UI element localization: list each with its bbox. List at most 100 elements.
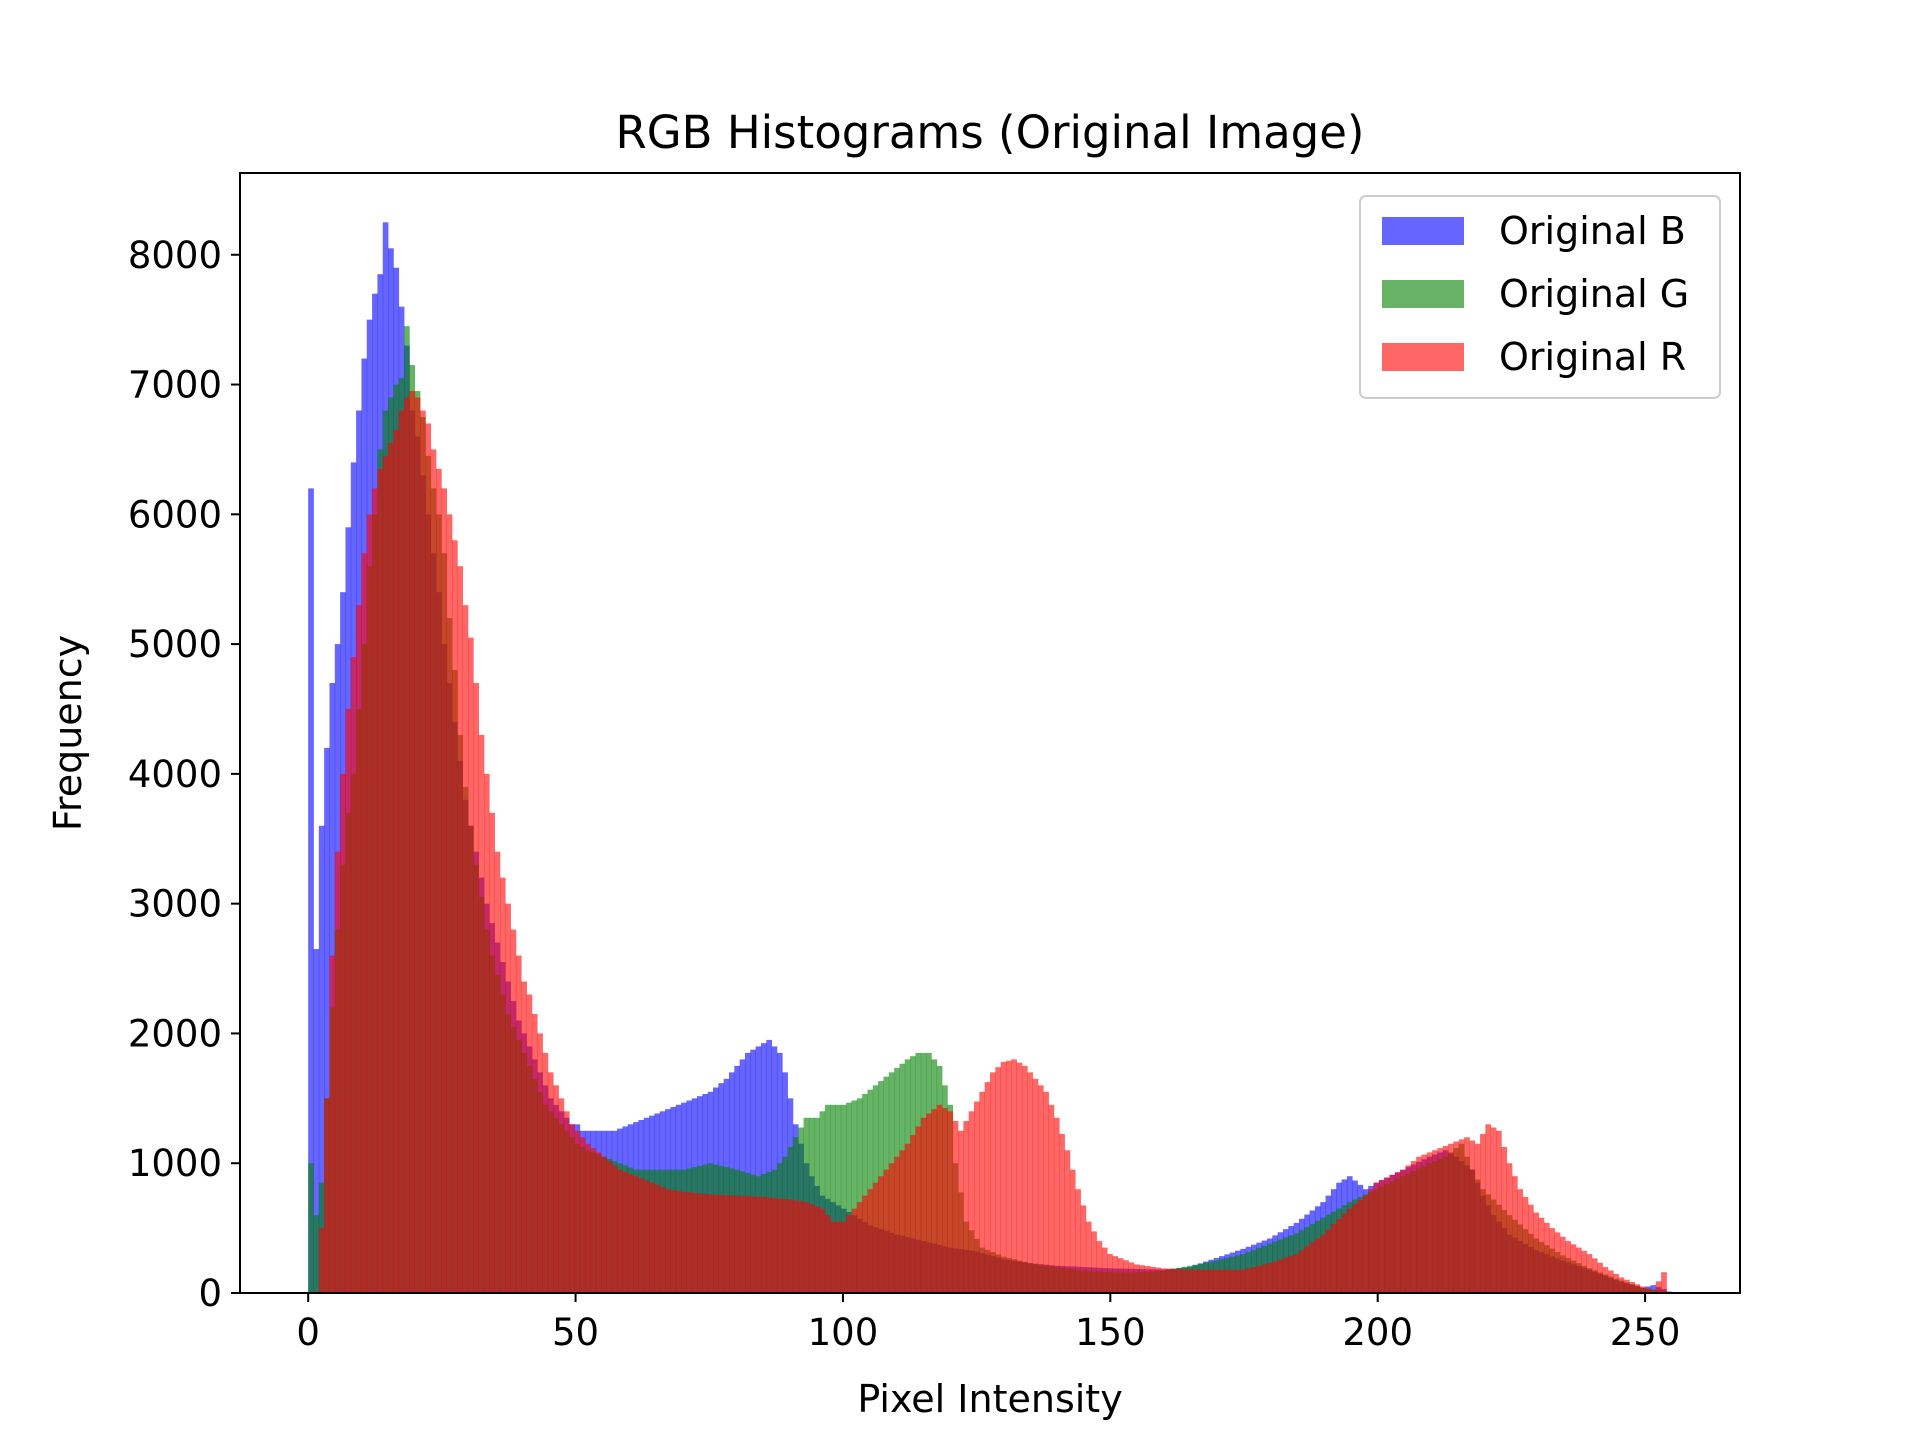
histogram-bar bbox=[856, 1202, 863, 1293]
histogram-bar bbox=[835, 1221, 842, 1293]
histogram-bar bbox=[1187, 1269, 1193, 1293]
histogram-bar bbox=[1016, 1062, 1023, 1293]
histogram-bar bbox=[1320, 1234, 1326, 1293]
histogram-bar bbox=[691, 1192, 698, 1293]
histogram-bar bbox=[510, 929, 517, 1293]
histogram-bar bbox=[1293, 1254, 1300, 1293]
histogram-bar bbox=[1027, 1072, 1033, 1293]
histogram-bar bbox=[1533, 1212, 1539, 1293]
histogram-bar bbox=[1219, 1269, 1225, 1293]
histogram-bar bbox=[1634, 1284, 1641, 1293]
histogram-bar bbox=[478, 734, 485, 1293]
histogram-bar bbox=[1208, 1269, 1215, 1293]
histogram-bar bbox=[1474, 1143, 1481, 1293]
histogram-bars bbox=[308, 222, 1673, 1294]
histogram-bar bbox=[755, 1046, 762, 1293]
histogram-bar bbox=[1368, 1189, 1374, 1293]
histogram-bar bbox=[366, 514, 373, 1293]
histogram-bar bbox=[952, 1121, 959, 1293]
histogram-bar bbox=[1581, 1250, 1587, 1293]
histogram-bar bbox=[1432, 1150, 1438, 1293]
histogram-bar bbox=[697, 1193, 703, 1293]
histogram-bar bbox=[1506, 1163, 1513, 1293]
histogram-bar bbox=[1080, 1205, 1087, 1293]
histogram-bar bbox=[1091, 1231, 1097, 1293]
histogram-bar bbox=[1256, 1265, 1263, 1293]
histogram-bar bbox=[1213, 1269, 1220, 1293]
histogram-bar bbox=[894, 1156, 900, 1293]
histogram-bar bbox=[649, 1182, 655, 1293]
histogram-bar bbox=[622, 1171, 629, 1293]
histogram-bar bbox=[1240, 1269, 1247, 1293]
histogram-bar bbox=[1155, 1267, 1161, 1293]
histogram-bar bbox=[1309, 1242, 1316, 1293]
histogram-bar bbox=[1357, 1199, 1364, 1293]
histogram-bar bbox=[1139, 1265, 1145, 1293]
histogram-bar bbox=[766, 1039, 772, 1293]
histogram-bar bbox=[398, 410, 405, 1293]
histogram-bar bbox=[318, 1228, 325, 1293]
histogram-bar bbox=[659, 1187, 666, 1293]
histogram-bar bbox=[1501, 1147, 1508, 1293]
histogram-bar bbox=[681, 1191, 687, 1293]
histogram-bar bbox=[851, 1208, 858, 1293]
histogram-bar bbox=[1543, 1222, 1550, 1293]
histogram-bar bbox=[888, 1163, 895, 1293]
histogram-bar bbox=[872, 1182, 879, 1293]
histogram-bar bbox=[840, 1104, 847, 1293]
histogram-bar bbox=[1144, 1266, 1151, 1293]
y-tick-label: 8000 bbox=[128, 234, 222, 277]
histogram-bar bbox=[494, 851, 501, 1293]
x-axis-ticks: 0 50 100 150 200 250 bbox=[296, 1293, 1680, 1354]
histogram-bar bbox=[324, 747, 330, 1293]
histogram-bar bbox=[1607, 1270, 1614, 1293]
histogram-bar bbox=[420, 410, 426, 1293]
histogram-bar bbox=[1618, 1277, 1625, 1293]
histogram-bar bbox=[1394, 1172, 1401, 1293]
series-original-r bbox=[318, 391, 1673, 1294]
histogram-bar bbox=[393, 429, 400, 1294]
histogram-bar bbox=[1282, 1257, 1289, 1293]
histogram-bar bbox=[1053, 1117, 1060, 1293]
histogram-bar bbox=[1325, 1229, 1332, 1293]
histogram-bar bbox=[1528, 1204, 1534, 1293]
histogram-bar bbox=[377, 468, 384, 1293]
histogram-bar bbox=[713, 1194, 719, 1293]
histogram-bar bbox=[947, 1111, 954, 1293]
histogram-bar bbox=[728, 1195, 735, 1293]
histogram-bar bbox=[1128, 1262, 1135, 1293]
histogram-bar bbox=[1362, 1195, 1369, 1293]
histogram-bar bbox=[883, 1169, 890, 1293]
histogram-bar bbox=[1650, 1290, 1657, 1293]
legend-label: Original G bbox=[1499, 272, 1689, 316]
y-tick-label: 1000 bbox=[128, 1142, 222, 1185]
histogram-bar bbox=[430, 449, 437, 1293]
histogram-bar bbox=[995, 1067, 1002, 1293]
histogram-bar bbox=[1512, 1176, 1518, 1293]
x-tick-label: 250 bbox=[1610, 1311, 1681, 1354]
histogram-bar bbox=[606, 1161, 613, 1293]
histogram-bar bbox=[1469, 1140, 1476, 1293]
histogram-bar bbox=[1171, 1268, 1177, 1293]
histogram-bar bbox=[563, 1111, 570, 1293]
histogram-bar bbox=[1064, 1150, 1071, 1293]
histogram-bar bbox=[760, 1196, 767, 1293]
x-tick-label: 0 bbox=[296, 1311, 320, 1354]
histogram-bar bbox=[654, 1184, 661, 1293]
histogram-bar bbox=[340, 773, 346, 1293]
histogram-bar bbox=[531, 1013, 538, 1293]
histogram-bar bbox=[537, 1033, 543, 1293]
histogram-bar bbox=[611, 1165, 618, 1293]
histogram-bar bbox=[974, 1101, 980, 1293]
histogram-bar bbox=[350, 657, 357, 1293]
histogram-bar bbox=[446, 514, 453, 1293]
histogram-bar bbox=[345, 708, 352, 1293]
histogram-bar bbox=[633, 1176, 639, 1293]
histogram-bar bbox=[1650, 1285, 1657, 1293]
histogram-bar bbox=[1645, 1288, 1651, 1293]
histogram-bar bbox=[569, 1124, 575, 1293]
histogram-bar bbox=[1661, 1272, 1667, 1293]
histogram-bar bbox=[1330, 1224, 1337, 1293]
histogram-bar bbox=[1160, 1268, 1167, 1293]
histogram-bar bbox=[1389, 1174, 1396, 1293]
